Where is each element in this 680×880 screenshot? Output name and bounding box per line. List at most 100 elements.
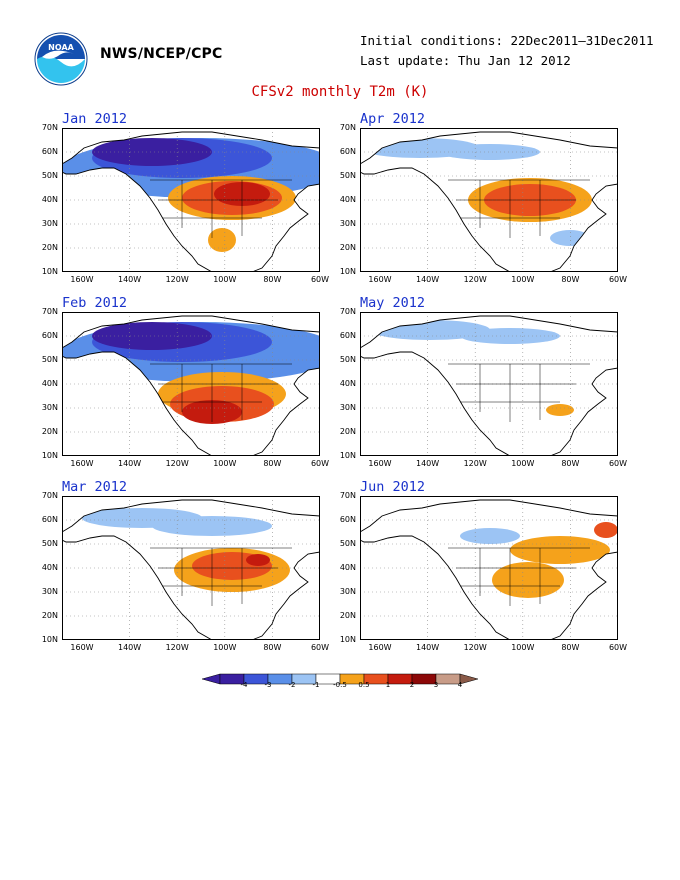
lat-label: 60N xyxy=(41,331,58,340)
lat-label: 50N xyxy=(41,171,58,180)
anomaly-shading xyxy=(492,562,564,598)
lat-label: 30N xyxy=(41,403,58,412)
state-borders xyxy=(448,179,590,238)
lat-label: 40N xyxy=(41,379,58,388)
lon-label: 160W xyxy=(70,643,94,652)
lat-label: 20N xyxy=(339,243,356,252)
panel-title: May 2012 xyxy=(360,295,426,311)
colorbar-label: -2 xyxy=(288,681,296,689)
panel-title: Jan 2012 xyxy=(62,111,128,127)
lat-label: 60N xyxy=(339,515,356,524)
figure-title: CFSv2 monthly T2m (K) xyxy=(251,84,429,100)
lat-label: 60N xyxy=(339,147,356,156)
anomaly-map xyxy=(62,496,320,640)
lat-label: 10N xyxy=(41,635,58,644)
lon-label: 140W xyxy=(118,643,142,652)
lon-label: 160W xyxy=(70,459,94,468)
coastline xyxy=(360,131,618,272)
lat-label: 70N xyxy=(339,123,356,132)
colorbar-label: 2 xyxy=(409,681,415,689)
anomaly-shading xyxy=(460,528,520,544)
lat-label: 10N xyxy=(339,451,356,460)
map-panel: Mar 2012 70N 60N 50N 40N 30N 20N 10N 160W 140W 120… xyxy=(42,479,362,662)
lat-label: 70N xyxy=(41,491,58,500)
state-borders xyxy=(150,179,292,238)
lat-label: 10N xyxy=(339,267,356,276)
lat-label: 40N xyxy=(339,195,356,204)
lon-label: 80W xyxy=(561,459,580,468)
anomaly-shading xyxy=(546,404,574,416)
lat-label: 70N xyxy=(41,307,58,316)
lon-label: 120W xyxy=(165,459,189,468)
lon-label: 120W xyxy=(463,275,487,284)
lat-label: 20N xyxy=(339,427,356,436)
lat-label: 20N xyxy=(339,611,356,620)
initial-conditions: Initial conditions: 22Dec2011–31Dec2011 xyxy=(360,33,654,48)
lon-label: 140W xyxy=(118,275,142,284)
anomaly-shading xyxy=(440,144,540,160)
lon-label: 60W xyxy=(310,275,330,284)
lat-label: 40N xyxy=(339,379,356,388)
lat-label: 20N xyxy=(41,611,58,620)
lon-label: 100W xyxy=(511,459,535,468)
lon-label: 120W xyxy=(165,643,189,652)
lat-label: 40N xyxy=(41,563,58,572)
lat-label: 60N xyxy=(41,515,58,524)
anomaly-shading xyxy=(246,554,270,566)
lon-label: 100W xyxy=(213,643,237,652)
anomaly-shading xyxy=(92,138,212,166)
lon-label: 80W xyxy=(263,275,282,284)
anomaly-shading xyxy=(208,228,236,252)
panel-title: Jun 2012 xyxy=(360,479,426,495)
lat-label: 50N xyxy=(339,539,356,548)
state-borders xyxy=(448,547,590,606)
anomaly-map xyxy=(62,312,320,456)
lat-label: 10N xyxy=(339,635,356,644)
lon-label: 160W xyxy=(70,275,94,284)
lat-label: 30N xyxy=(339,587,356,596)
lon-label: 140W xyxy=(118,459,142,468)
lat-label: 30N xyxy=(41,587,58,596)
colorbar-label: -3 xyxy=(264,681,272,689)
anomaly-map xyxy=(62,128,320,272)
map-panel: Jun 2012 70N 60N 50N 40N 30N 20N 10N 160W 140W 120… xyxy=(340,479,660,662)
lat-label: 40N xyxy=(41,195,58,204)
colorbar-label: -4 xyxy=(240,681,248,689)
org-name: NWS/NCEP/CPC xyxy=(100,46,223,62)
anomaly-shading xyxy=(152,516,272,536)
lat-label: 50N xyxy=(339,171,356,180)
colorbar-swatch xyxy=(459,673,479,685)
colorbar-label: -0.5 xyxy=(333,681,347,689)
state-borders xyxy=(448,363,590,422)
lat-label: 50N xyxy=(339,355,356,364)
panel-title: Feb 2012 xyxy=(62,295,128,311)
lat-label: 10N xyxy=(41,267,58,276)
lon-label: 80W xyxy=(263,459,282,468)
lat-label: 20N xyxy=(41,243,58,252)
state-borders xyxy=(150,547,292,606)
lat-label: 70N xyxy=(41,123,58,132)
lon-label: 100W xyxy=(213,275,237,284)
lon-label: 160W xyxy=(368,643,392,652)
map-panel: May 2012 70N 60N 50N 40N 30N 20N 10N 160W 140W 120… xyxy=(340,295,660,478)
lon-label: 80W xyxy=(263,643,282,652)
lon-label: 120W xyxy=(165,275,189,284)
last-update: Last update: Thu Jan 12 2012 xyxy=(360,53,571,68)
coastline xyxy=(62,131,320,272)
map-panel: Feb 2012 70N 60N 50N 40N 30N 20N 10N 160W 140W 120… xyxy=(42,295,362,478)
lon-label: 60W xyxy=(310,643,330,652)
map-panel: Jan 2012 70N 60N 50N 40N 30N 20N 10N 160W 140W 120… xyxy=(42,111,362,294)
lon-label: 100W xyxy=(511,643,535,652)
lat-label: 60N xyxy=(41,147,58,156)
lon-label: 80W xyxy=(561,275,580,284)
lat-label: 20N xyxy=(41,427,58,436)
anomaly-map xyxy=(360,128,618,272)
lat-label: 70N xyxy=(339,491,356,500)
map-panel: Apr 2012 70N 60N 50N 40N 30N 20N 10N 160W 140W 120… xyxy=(340,111,660,294)
lon-label: 120W xyxy=(463,643,487,652)
lat-label: 70N xyxy=(339,307,356,316)
anomaly-shading xyxy=(594,522,618,538)
lon-label: 140W xyxy=(416,459,440,468)
lat-label: 50N xyxy=(41,539,58,548)
lon-label: 60W xyxy=(608,459,628,468)
